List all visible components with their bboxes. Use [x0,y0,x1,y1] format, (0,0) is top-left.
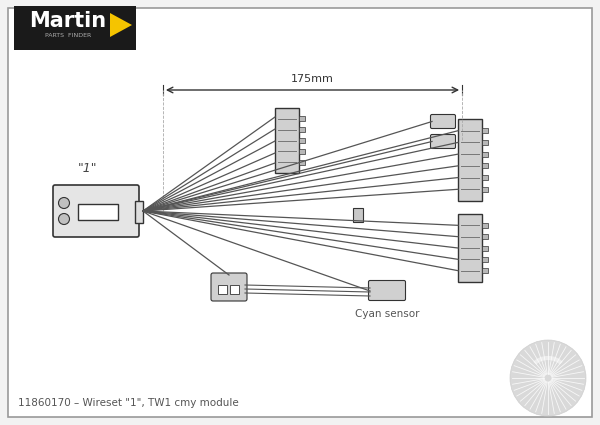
Bar [482,234,488,239]
Circle shape [59,198,70,209]
Circle shape [59,213,70,224]
FancyBboxPatch shape [211,273,247,301]
Bar [299,127,305,132]
FancyBboxPatch shape [53,185,139,237]
Bar [14,6,136,50]
Bar [482,140,488,145]
Polygon shape [110,13,132,37]
Text: "1": "1" [78,162,98,175]
Bar [78,204,118,220]
Bar [299,160,305,164]
Bar [275,108,299,173]
Bar [482,128,488,133]
Bar [353,208,363,222]
Bar [299,138,305,143]
Text: 175mm: 175mm [290,74,334,84]
Bar [482,175,488,180]
Bar [458,214,482,282]
Bar [482,223,488,228]
Text: Cyan sensor: Cyan sensor [355,309,419,319]
Bar [299,149,305,154]
FancyBboxPatch shape [431,134,455,148]
Circle shape [510,340,586,416]
Bar [458,119,482,201]
Bar [218,285,227,294]
Bar [482,257,488,262]
FancyBboxPatch shape [368,280,406,300]
Bar [135,201,143,223]
Bar [299,116,305,121]
Bar [482,152,488,157]
Bar [482,268,488,273]
Text: Martin: Martin [29,11,107,31]
Bar [230,285,239,294]
FancyBboxPatch shape [431,114,455,128]
Bar [482,187,488,192]
Text: 11860170 – Wireset "1", TW1 cmy module: 11860170 – Wireset "1", TW1 cmy module [18,398,239,408]
Bar [482,246,488,250]
Bar [482,163,488,168]
Text: PARTS  FINDER: PARTS FINDER [45,32,91,37]
